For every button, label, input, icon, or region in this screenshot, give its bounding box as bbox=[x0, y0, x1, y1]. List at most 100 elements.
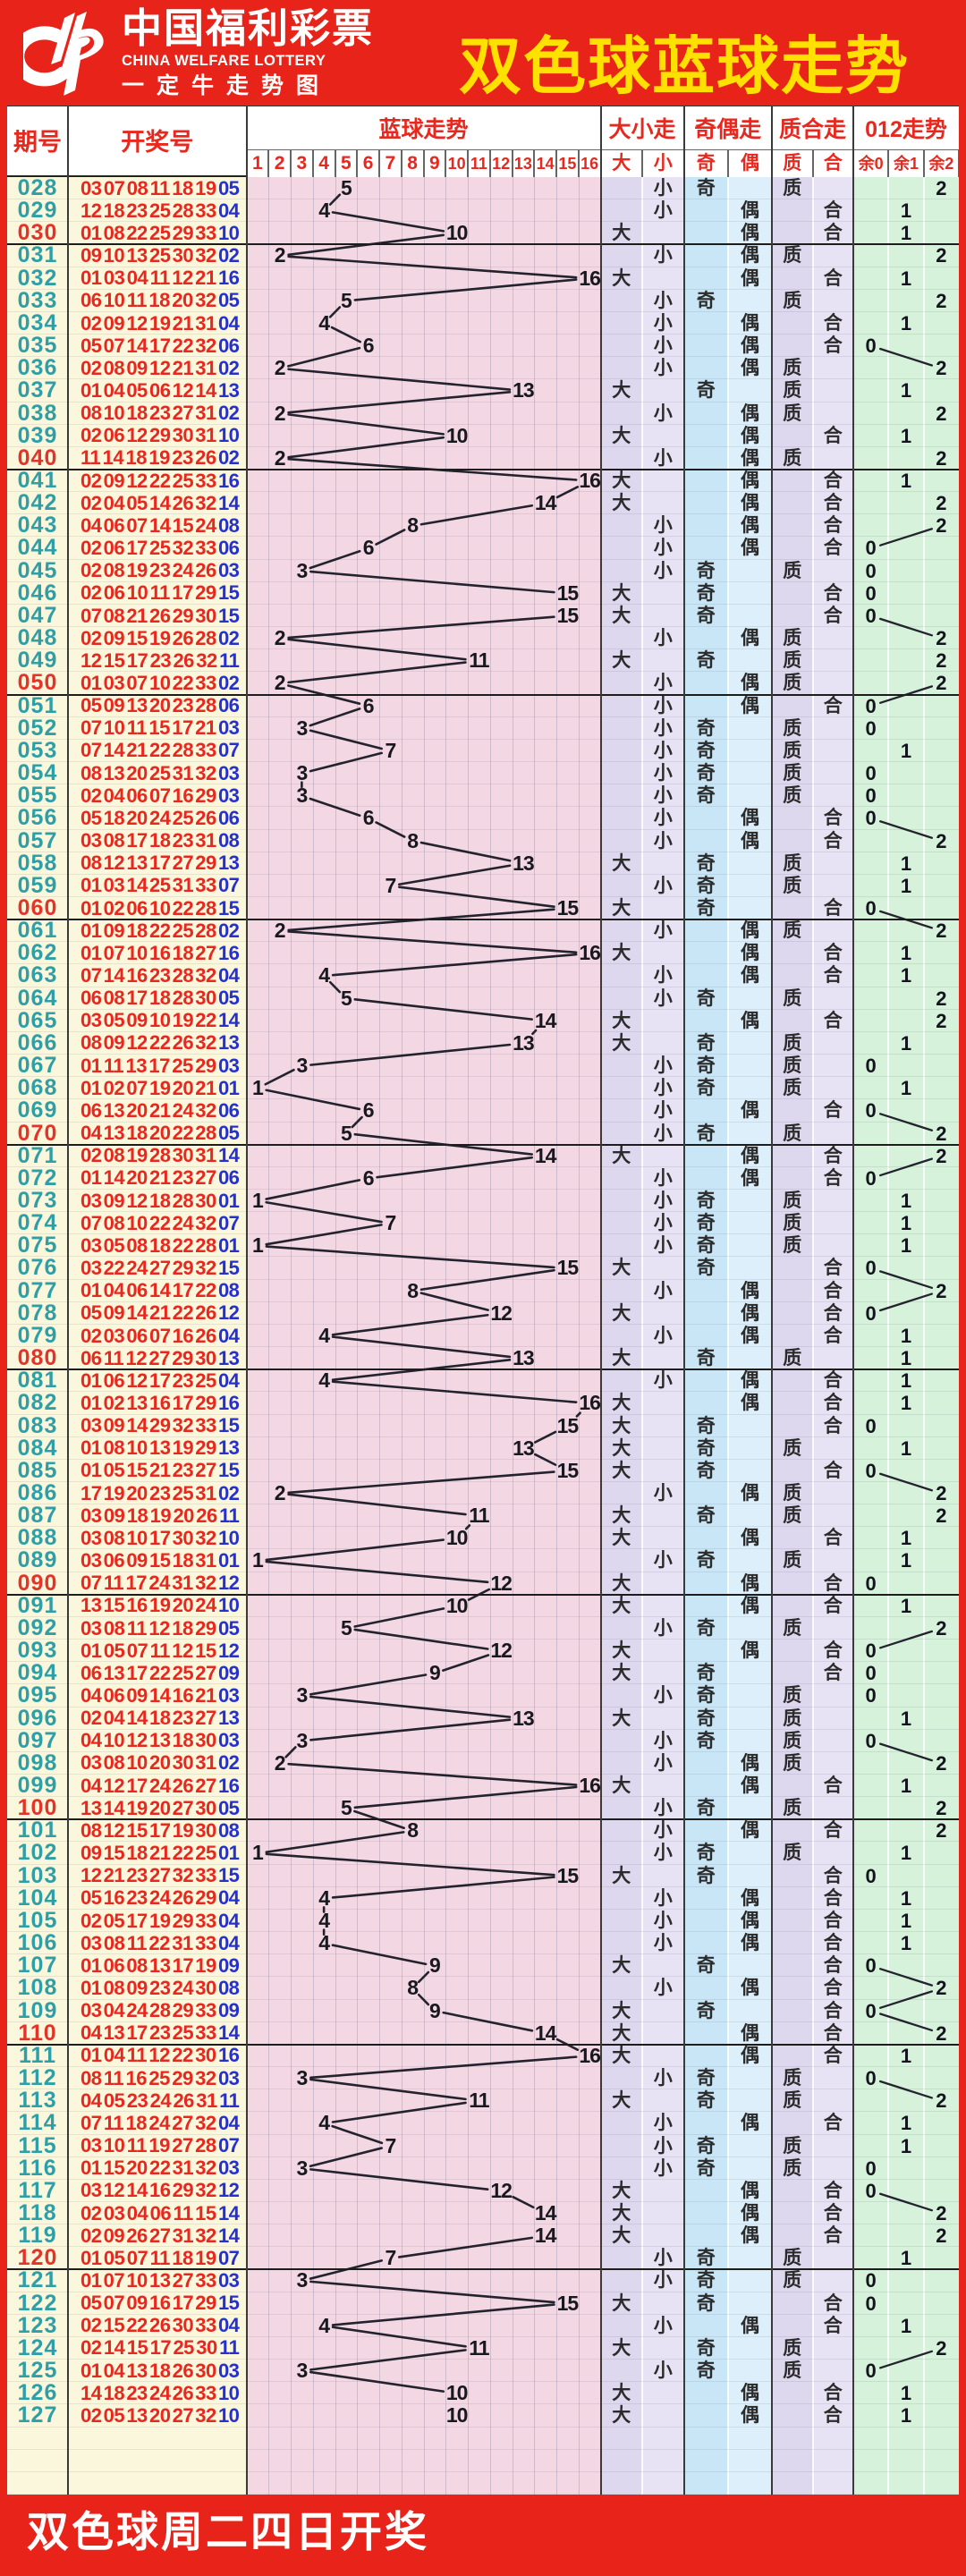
red-ball-number: 31 bbox=[195, 402, 216, 425]
prime-label: 质 bbox=[783, 402, 802, 424]
size-label: 小 bbox=[653, 2113, 673, 2134]
prime-label: 质 bbox=[783, 1055, 802, 1077]
prime-label: 合 bbox=[823, 1640, 843, 1662]
red-ball-number: 02 bbox=[80, 559, 102, 582]
red-ball-number: 01 bbox=[80, 221, 102, 244]
mod3-trend-point: 0 bbox=[865, 559, 877, 582]
red-ball-number: 31 bbox=[172, 874, 194, 897]
red-ball-number: 33 bbox=[195, 2314, 216, 2337]
blue-trend-point: 13 bbox=[513, 378, 535, 402]
red-ball-number: 08 bbox=[80, 852, 102, 875]
issue-cell: 097 bbox=[17, 1727, 58, 1753]
prime-label: 合 bbox=[823, 582, 843, 604]
red-ball-number: 11 bbox=[103, 2111, 124, 2134]
winning-numbers: 11 14 18 19 23 26 02 bbox=[68, 446, 247, 470]
red-ball-number: 31 bbox=[195, 356, 216, 379]
winning-numbers: 09 15 18 21 22 25 01 bbox=[68, 1842, 247, 1864]
red-ball-number: 08 bbox=[80, 1031, 102, 1055]
parity-label: 奇 bbox=[696, 1865, 716, 1886]
red-ball-number: 29 bbox=[172, 604, 194, 627]
red-ball-number: 13 bbox=[126, 244, 148, 267]
red-ball-number: 08 bbox=[103, 1616, 125, 1640]
winning-numbers: 01 02 07 19 20 21 01 bbox=[68, 1077, 247, 1099]
blue-trend-point: 15 bbox=[556, 580, 580, 605]
row-line bbox=[7, 1436, 959, 1437]
red-ball-number: 26 bbox=[195, 1301, 216, 1325]
blue-ball-number: 16 bbox=[217, 2044, 240, 2067]
red-ball-number: 04 bbox=[80, 1122, 102, 1145]
red-ball-number: 10 bbox=[126, 1436, 148, 1460]
issue-cell: 075 bbox=[17, 1233, 58, 1258]
trend-table: 期号 开奖号 蓝球走势 大小走势 奇偶走势 质合走势 012走势 1234567… bbox=[7, 106, 959, 2495]
prime-label: 质 bbox=[783, 1550, 802, 1572]
red-ball-number: 07 bbox=[103, 2269, 125, 2292]
size-label: 大 bbox=[612, 267, 631, 289]
prime-label: 质 bbox=[783, 1123, 802, 1144]
blue-ball-number: 02 bbox=[217, 626, 240, 649]
winning-numbers: 01 08 22 25 29 33 10 bbox=[68, 222, 247, 244]
prime-label: 质 bbox=[783, 1213, 802, 1234]
row-line bbox=[7, 445, 959, 447]
red-ball-number: 18 bbox=[126, 1122, 148, 1145]
red-ball-number: 19 bbox=[148, 446, 170, 470]
mod3-trend-point: 2 bbox=[936, 1279, 947, 1302]
size-label: 大 bbox=[612, 943, 631, 964]
red-ball-number: 27 bbox=[172, 1796, 194, 1819]
red-ball-number: 17 bbox=[172, 581, 193, 605]
red-ball-number: 33 bbox=[195, 1931, 216, 1954]
parity-label: 偶 bbox=[741, 402, 759, 424]
red-ball-number: 17 bbox=[126, 987, 148, 1010]
red-ball-number: 18 bbox=[126, 1504, 148, 1527]
prime-label: 质 bbox=[783, 1685, 802, 1707]
red-ball-number: 21 bbox=[103, 1864, 125, 1887]
blue-ball-number: 04 bbox=[217, 1368, 240, 1392]
red-ball-number: 28 bbox=[195, 1233, 216, 1257]
row-line bbox=[7, 1841, 959, 1843]
red-ball-number: 04 bbox=[126, 267, 148, 290]
sub-col-header-小: 小 bbox=[642, 149, 684, 178]
mod3-trend-point: 1 bbox=[900, 2112, 912, 2135]
prime-label: 合 bbox=[823, 1415, 843, 1436]
parity-label: 偶 bbox=[741, 943, 759, 964]
parity-label: 偶 bbox=[741, 1820, 759, 1842]
mod3-trend-point: 0 bbox=[865, 1099, 877, 1123]
prime-label: 合 bbox=[823, 1595, 843, 1616]
issue-cell: 068 bbox=[17, 1075, 58, 1101]
mod3-trend-point: 0 bbox=[865, 1864, 877, 1887]
prime-label: 合 bbox=[823, 605, 843, 626]
sub-col-header-大: 大 bbox=[600, 149, 642, 178]
red-ball-number: 30 bbox=[172, 2314, 194, 2337]
mod3-trend-point: 2 bbox=[936, 672, 947, 695]
size-label: 小 bbox=[653, 1123, 673, 1144]
mod3-trend-point: 0 bbox=[865, 604, 877, 627]
blue-ball-number: 03 bbox=[217, 1729, 240, 1752]
red-ball-number: 08 bbox=[103, 1436, 125, 1460]
issue-cell: 094 bbox=[17, 1660, 58, 1686]
blue-ball-number: 03 bbox=[217, 2269, 240, 2292]
red-ball-number: 01 bbox=[80, 671, 102, 694]
red-ball-number: 31 bbox=[195, 1144, 216, 1167]
red-ball-number: 02 bbox=[80, 2201, 102, 2224]
winning-numbers: 08 11 16 25 29 32 03 bbox=[68, 2067, 247, 2089]
prime-label: 合 bbox=[823, 1280, 843, 1301]
blue-trend-point: 1 bbox=[251, 1076, 264, 1100]
red-ball-number: 14 bbox=[148, 1683, 171, 1707]
red-ball-number: 03 bbox=[80, 1189, 102, 1212]
red-ball-number: 11 bbox=[103, 2066, 124, 2089]
red-ball-number: 12 bbox=[103, 1818, 125, 1842]
red-ball-number: 08 bbox=[103, 1977, 125, 1999]
red-ball-number: 07 bbox=[80, 1211, 102, 1234]
blue-ball-number: 07 bbox=[217, 2134, 240, 2157]
row-line bbox=[7, 423, 959, 425]
issue-cell: 071 bbox=[17, 1142, 58, 1168]
blue-trend-point: 6 bbox=[362, 334, 375, 358]
grid-line bbox=[312, 177, 314, 2495]
red-ball-number: 13 bbox=[80, 1594, 102, 1617]
prime-label: 合 bbox=[823, 1167, 843, 1189]
red-ball-number: 24 bbox=[148, 1572, 170, 1595]
issue-cell: 029 bbox=[17, 198, 58, 224]
blue-ball-number: 02 bbox=[217, 1751, 240, 1775]
winning-numbers: 01 03 04 11 12 21 16 bbox=[68, 267, 247, 290]
issue-cell: 127 bbox=[17, 2402, 58, 2428]
size-label: 大 bbox=[612, 1258, 631, 1279]
